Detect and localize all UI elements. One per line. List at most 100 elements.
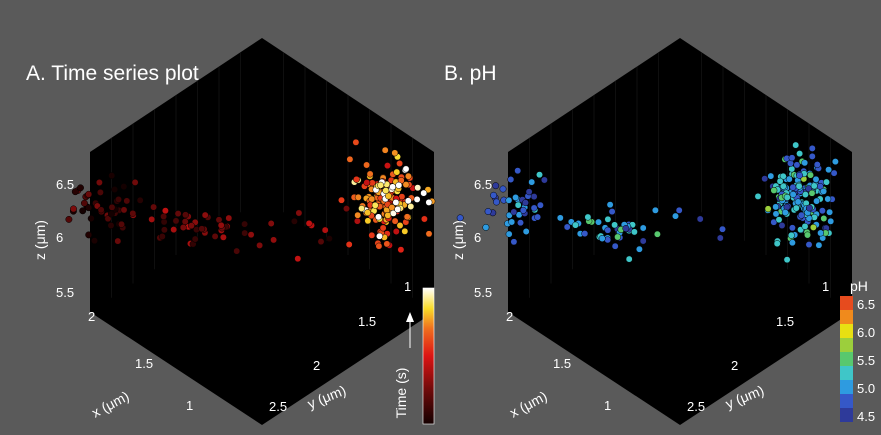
data-point <box>354 211 362 219</box>
colorbar-ph-swatch <box>840 324 853 338</box>
data-point <box>818 207 826 215</box>
data-point <box>651 206 659 214</box>
data-point <box>534 213 542 221</box>
data-point <box>606 201 614 209</box>
data-point <box>754 192 762 200</box>
data-point <box>812 175 820 183</box>
data-point <box>396 222 404 229</box>
data-points <box>65 138 436 263</box>
data-point <box>540 176 548 184</box>
data-point <box>563 223 571 231</box>
data-point <box>611 221 619 229</box>
z-tick-label: 6.5 <box>56 177 74 192</box>
data-point <box>375 242 383 250</box>
data-point <box>270 236 278 244</box>
data-point <box>639 224 647 232</box>
data-point <box>514 201 522 209</box>
data-point <box>815 241 823 249</box>
data-point <box>801 191 809 198</box>
data-point <box>761 175 769 183</box>
data-point <box>294 255 302 263</box>
data-point <box>584 213 592 221</box>
data-point <box>716 234 724 242</box>
data-point <box>402 181 410 189</box>
x-tick-label: 2 <box>88 309 95 324</box>
data-point <box>788 224 796 232</box>
data-point <box>505 196 513 204</box>
data-point <box>507 176 515 183</box>
data-point <box>87 215 95 222</box>
data-point <box>675 206 683 214</box>
x-axis-label: x (μm) <box>89 388 132 421</box>
colorbar-ph-swatch <box>840 408 853 422</box>
data-point <box>826 208 834 216</box>
data-point <box>482 223 490 231</box>
data-point <box>425 230 433 238</box>
colorbar-ph-tick: 5.0 <box>857 381 875 396</box>
data-point <box>219 233 227 241</box>
data-point <box>321 226 329 234</box>
data-point <box>402 165 410 173</box>
data-point <box>536 201 544 209</box>
colorbar-ph-tick: 4.5 <box>857 409 875 424</box>
time-arrow-head <box>406 312 414 322</box>
data-point <box>384 162 391 170</box>
z-axis-label: z (μm) <box>32 220 48 260</box>
data-point <box>672 212 679 220</box>
data-point <box>358 205 366 212</box>
chart-panel-0: A. Time series plot 6.5 6 5.5 z (μm) 2 1.5 1 x (… <box>26 38 436 425</box>
data-point <box>407 203 415 210</box>
y-tick-label: 1.5 <box>358 314 376 329</box>
data-point <box>85 231 93 239</box>
data-point <box>528 178 536 186</box>
y-tick-label: 2 <box>313 358 320 373</box>
data-point <box>96 188 104 196</box>
data-point <box>825 166 833 174</box>
data-point <box>267 220 275 227</box>
data-point <box>767 172 775 180</box>
panel-title: A. Time series plot <box>26 62 199 85</box>
data-point <box>788 154 796 162</box>
colorbar-ph-swatch <box>840 394 853 408</box>
data-point <box>764 205 772 213</box>
x-tick-label: 2 <box>506 309 513 324</box>
data-point <box>510 208 518 216</box>
data-point <box>211 232 219 240</box>
data-point <box>305 219 313 227</box>
data-point <box>789 191 797 198</box>
data-point <box>160 213 168 220</box>
data-point <box>813 197 821 205</box>
data-point <box>772 210 780 218</box>
x-axis-label: x (μm) <box>507 388 550 421</box>
data-point <box>150 203 158 211</box>
data-point <box>392 198 400 206</box>
data-point <box>796 150 804 158</box>
data-point <box>779 182 787 190</box>
data-point <box>391 149 399 157</box>
data-point <box>604 226 612 234</box>
data-point <box>91 237 98 245</box>
data-point <box>809 223 817 231</box>
data-point <box>383 240 391 248</box>
colorbar-ph-swatch <box>840 352 853 366</box>
x-tick-label: 1.5 <box>135 356 153 371</box>
data-point <box>118 220 125 228</box>
data-point <box>382 187 390 195</box>
y-tick-label: 1.5 <box>776 314 794 329</box>
data-point <box>581 230 589 238</box>
data-point <box>813 161 821 169</box>
data-point <box>392 228 400 235</box>
data-point <box>781 209 789 216</box>
data-point <box>80 199 88 207</box>
data-point <box>114 237 122 245</box>
data-point <box>290 217 298 225</box>
data-point <box>353 217 361 225</box>
data-point <box>65 215 73 223</box>
data-point <box>801 222 809 230</box>
z-tick-label: 6.5 <box>474 177 492 192</box>
z-tick-label: 5.5 <box>56 285 74 300</box>
data-point <box>394 205 402 213</box>
data-point <box>499 185 507 193</box>
data-point <box>170 226 178 234</box>
